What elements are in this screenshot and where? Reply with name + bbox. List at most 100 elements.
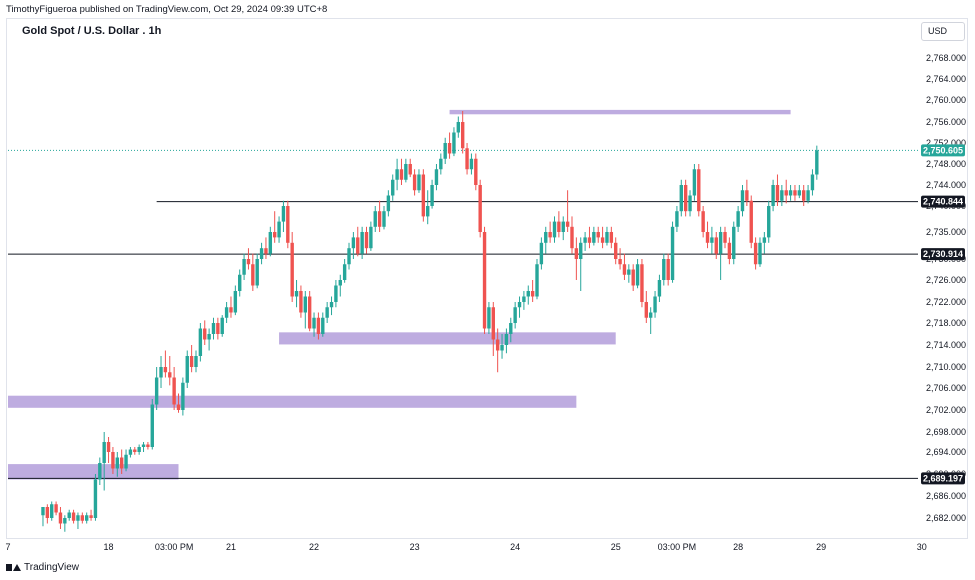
candle-body xyxy=(316,317,321,334)
candle-body xyxy=(259,248,264,259)
y-tick-label: 2,718.000 xyxy=(926,318,966,328)
candle-body xyxy=(128,449,133,455)
candle-body xyxy=(802,190,806,201)
candle-body xyxy=(89,515,93,518)
x-tick-label: 25 xyxy=(611,542,621,552)
candle-body xyxy=(753,242,758,265)
candle-body xyxy=(775,185,780,201)
candle-body xyxy=(172,377,176,405)
candle-body xyxy=(657,280,662,297)
candle-body xyxy=(692,169,697,196)
candle-body xyxy=(67,512,71,518)
candle-body xyxy=(391,179,395,196)
y-tick-label: 2,682.000 xyxy=(926,513,966,523)
candle-body xyxy=(281,206,286,222)
candle-body xyxy=(526,291,530,297)
candle-body xyxy=(338,280,342,286)
brand-text: TradingView xyxy=(24,562,80,573)
candle-body xyxy=(325,307,329,318)
candle-body xyxy=(723,232,727,243)
x-tick-label: 22 xyxy=(309,542,319,552)
candle-body xyxy=(303,296,307,313)
candle-body xyxy=(710,237,714,243)
y-tick-label: 2,706.000 xyxy=(926,383,966,393)
candle-body xyxy=(426,206,430,217)
candle-body xyxy=(784,190,788,196)
candle-body xyxy=(605,232,609,243)
candle-body xyxy=(788,190,793,196)
x-tick-label: 29 xyxy=(816,542,826,552)
candle-body xyxy=(509,323,513,334)
candle-body xyxy=(460,122,465,149)
candle-body xyxy=(133,449,137,452)
candle-body xyxy=(80,515,85,521)
candle-body xyxy=(364,232,369,249)
x-tick-label: 28 xyxy=(733,542,743,552)
candle-body xyxy=(653,296,657,313)
zone-rect xyxy=(279,332,616,345)
candle-body xyxy=(596,232,600,238)
candle-body xyxy=(417,174,421,191)
candle-body xyxy=(500,345,504,351)
candle-body xyxy=(93,479,98,518)
candle-body xyxy=(736,211,740,227)
candle-body xyxy=(517,302,522,308)
candle-body xyxy=(307,296,312,329)
candle-body xyxy=(482,232,487,329)
candle-body xyxy=(456,122,461,133)
candle-body xyxy=(670,226,675,280)
candle-body xyxy=(727,242,732,259)
candle-body xyxy=(150,404,154,447)
price-label: 2,689.197 xyxy=(923,473,963,483)
candle-body xyxy=(321,317,325,334)
candle-body xyxy=(635,264,640,286)
candle-body xyxy=(277,221,281,238)
candle-body xyxy=(548,232,552,238)
currency-button[interactable]: USD xyxy=(921,22,965,41)
y-tick-label: 2,756.000 xyxy=(926,117,966,127)
candle-body xyxy=(443,143,447,159)
candle-body xyxy=(679,185,683,212)
candle-body xyxy=(565,221,570,227)
candle-body xyxy=(272,232,277,238)
candle-body xyxy=(268,232,273,254)
candle-body xyxy=(141,444,146,447)
candle-body xyxy=(797,190,802,196)
candle-body xyxy=(570,226,574,249)
y-tick-label: 2,748.000 xyxy=(926,159,966,169)
candle-body xyxy=(181,382,185,410)
candle-body xyxy=(683,185,688,212)
y-tick-label: 2,686.000 xyxy=(926,491,966,501)
candle-body xyxy=(705,232,710,243)
y-tick-label: 2,714.000 xyxy=(926,340,966,350)
candle-body xyxy=(41,507,45,516)
candle-body xyxy=(395,169,399,180)
candle-body xyxy=(124,454,128,469)
price-label-box xyxy=(921,144,965,157)
footer-brand: TradingView xyxy=(6,562,79,573)
candle-body xyxy=(701,211,705,232)
price-label-box xyxy=(921,248,965,261)
y-tick-label: 2,760.000 xyxy=(926,95,966,105)
candle-body xyxy=(815,150,819,175)
candle-body xyxy=(84,515,89,521)
candle-body xyxy=(412,174,417,191)
candle-body xyxy=(745,190,749,201)
y-tick-label: 2,726.000 xyxy=(926,275,966,285)
y-tick-label: 2,735.000 xyxy=(926,227,966,237)
candle-body xyxy=(780,190,784,201)
candle-body xyxy=(98,463,102,480)
candle-body xyxy=(382,211,386,227)
candle-body xyxy=(793,190,797,196)
candle-body xyxy=(246,259,251,265)
candle-body xyxy=(732,226,736,259)
y-tick-label: 2,768.000 xyxy=(926,53,966,63)
candle-body xyxy=(54,504,58,513)
candle-body xyxy=(478,185,482,232)
candle-body xyxy=(697,169,701,212)
candle-body xyxy=(194,356,198,367)
chart-title: Gold Spot / U.S. Dollar . 1h xyxy=(22,25,162,37)
candle-body xyxy=(452,132,456,154)
candle-body xyxy=(609,232,614,243)
